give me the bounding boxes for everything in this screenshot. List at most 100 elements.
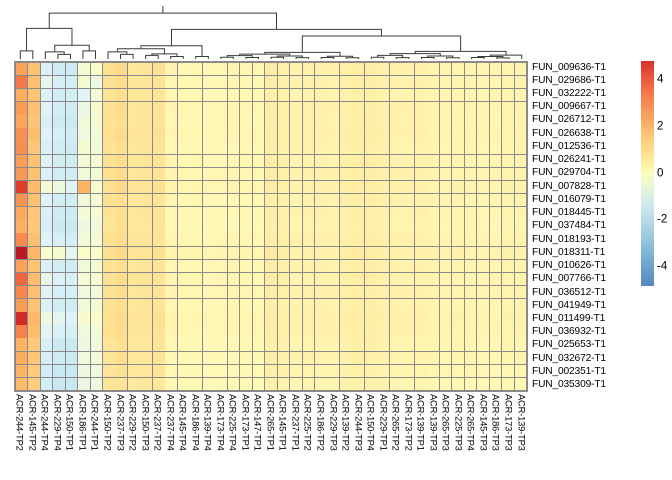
heatmap-cell[interactable] [452,62,464,76]
heatmap-grid[interactable] [14,61,528,392]
heatmap-cell[interactable] [265,285,277,299]
heatmap-cell[interactable] [514,88,527,102]
heatmap-cell[interactable] [152,259,165,273]
heatmap-cell[interactable] [364,246,377,259]
heatmap-cell[interactable] [477,141,489,154]
heatmap-cell[interactable] [414,299,427,312]
heatmap-cell[interactable] [227,141,240,154]
heatmap-cell[interactable] [514,351,527,365]
heatmap-cell[interactable] [227,233,240,246]
heatmap-cell[interactable] [115,351,128,365]
heatmap-cell[interactable] [339,246,352,259]
heatmap-cell[interactable] [327,299,340,312]
heatmap-cell[interactable] [165,377,178,391]
heatmap-cell[interactable] [28,351,40,365]
heatmap-cell[interactable] [514,338,527,351]
heatmap-cell[interactable] [102,154,115,168]
heatmap-cell[interactable] [402,299,415,312]
heatmap-cell[interactable] [327,102,340,115]
heatmap-cell[interactable] [53,194,65,207]
heatmap-cell[interactable] [502,233,514,246]
heatmap-cell[interactable] [15,220,28,233]
heatmap-cell[interactable] [265,75,277,89]
heatmap-cell[interactable] [78,207,90,220]
heatmap-cell[interactable] [78,364,90,378]
heatmap-cell[interactable] [65,207,78,220]
heatmap-cell[interactable] [177,285,190,299]
heatmap-cell[interactable] [452,102,464,115]
heatmap-cell[interactable] [302,141,315,154]
heatmap-cell[interactable] [227,377,240,391]
heatmap-cell[interactable] [177,259,190,273]
heatmap-cell[interactable] [152,246,165,259]
heatmap-cell[interactable] [15,285,28,299]
heatmap-cell[interactable] [78,75,90,89]
heatmap-cell[interactable] [277,180,290,194]
heatmap-cell[interactable] [327,351,340,365]
heatmap-cell[interactable] [177,154,190,168]
heatmap-cell[interactable] [78,88,90,102]
heatmap-cell[interactable] [140,364,153,378]
heatmap-cell[interactable] [252,351,265,365]
heatmap-cell[interactable] [215,272,227,286]
heatmap-cell[interactable] [15,75,28,89]
heatmap-cell[interactable] [352,364,365,378]
heatmap-cell[interactable] [477,325,489,338]
heatmap-cell[interactable] [53,75,65,89]
heatmap-cell[interactable] [364,338,377,351]
heatmap-cell[interactable] [514,233,527,246]
heatmap-cell[interactable] [190,351,203,365]
heatmap-cell[interactable] [215,246,227,259]
heatmap-cell[interactable] [65,62,78,76]
heatmap-cell[interactable] [240,246,252,259]
heatmap-cell[interactable] [414,75,427,89]
heatmap-cell[interactable] [290,154,302,168]
heatmap-cell[interactable] [377,285,390,299]
heatmap-cell[interactable] [265,246,277,259]
heatmap-cell[interactable] [202,312,215,325]
heatmap-cell[interactable] [477,115,489,128]
heatmap-cell[interactable] [140,88,153,102]
heatmap-cell[interactable] [302,220,315,233]
heatmap-cell[interactable] [90,88,103,102]
heatmap-cell[interactable] [302,88,315,102]
heatmap-cell[interactable] [339,194,352,207]
heatmap-cell[interactable] [165,246,178,259]
heatmap-cell[interactable] [215,207,227,220]
heatmap-cell[interactable] [314,128,327,141]
heatmap-cell[interactable] [28,102,40,115]
heatmap-cell[interactable] [377,141,390,154]
heatmap-cell[interactable] [127,167,140,181]
heatmap-cell[interactable] [364,180,377,194]
heatmap-cell[interactable] [502,246,514,259]
heatmap-cell[interactable] [427,128,439,141]
heatmap-cell[interactable] [265,351,277,365]
heatmap-cell[interactable] [452,338,464,351]
heatmap-cell[interactable] [377,115,390,128]
heatmap-cell[interactable] [227,102,240,115]
heatmap-cell[interactable] [53,325,65,338]
heatmap-cell[interactable] [452,325,464,338]
heatmap-cell[interactable] [439,325,452,338]
heatmap-cell[interactable] [290,194,302,207]
heatmap-cell[interactable] [277,312,290,325]
heatmap-cell[interactable] [190,194,203,207]
heatmap-cell[interactable] [252,207,265,220]
heatmap-cell[interactable] [252,312,265,325]
heatmap-cell[interactable] [190,259,203,273]
heatmap-cell[interactable] [352,299,365,312]
heatmap-cell[interactable] [452,312,464,325]
heatmap-cell[interactable] [102,377,115,391]
heatmap-cell[interactable] [127,102,140,115]
heatmap-cell[interactable] [215,194,227,207]
heatmap-cell[interactable] [477,377,489,391]
heatmap-cell[interactable] [364,364,377,378]
heatmap-cell[interactable] [190,102,203,115]
heatmap-cell[interactable] [115,115,128,128]
heatmap-cell[interactable] [115,194,128,207]
heatmap-cell[interactable] [215,312,227,325]
heatmap-cell[interactable] [252,167,265,181]
heatmap-cell[interactable] [377,338,390,351]
heatmap-cell[interactable] [15,141,28,154]
heatmap-cell[interactable] [489,246,502,259]
